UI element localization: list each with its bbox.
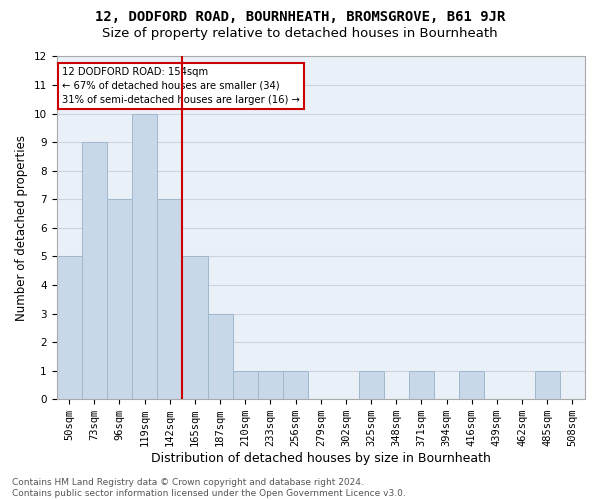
- Bar: [208, 314, 233, 399]
- Bar: [233, 370, 258, 399]
- Bar: [459, 370, 484, 399]
- Bar: [82, 142, 107, 399]
- Bar: [283, 370, 308, 399]
- Text: 12 DODFORD ROAD: 154sqm
← 67% of detached houses are smaller (34)
31% of semi-de: 12 DODFORD ROAD: 154sqm ← 67% of detache…: [62, 67, 299, 105]
- Bar: [535, 370, 560, 399]
- Bar: [132, 114, 157, 399]
- Bar: [258, 370, 283, 399]
- Bar: [157, 200, 182, 399]
- Y-axis label: Number of detached properties: Number of detached properties: [15, 135, 28, 321]
- Text: 12, DODFORD ROAD, BOURNHEATH, BROMSGROVE, B61 9JR: 12, DODFORD ROAD, BOURNHEATH, BROMSGROVE…: [95, 10, 505, 24]
- Bar: [56, 256, 82, 399]
- Text: Contains HM Land Registry data © Crown copyright and database right 2024.
Contai: Contains HM Land Registry data © Crown c…: [12, 478, 406, 498]
- Bar: [359, 370, 383, 399]
- Bar: [182, 256, 208, 399]
- X-axis label: Distribution of detached houses by size in Bournheath: Distribution of detached houses by size …: [151, 452, 491, 465]
- Bar: [107, 200, 132, 399]
- Bar: [409, 370, 434, 399]
- Text: Size of property relative to detached houses in Bournheath: Size of property relative to detached ho…: [102, 28, 498, 40]
